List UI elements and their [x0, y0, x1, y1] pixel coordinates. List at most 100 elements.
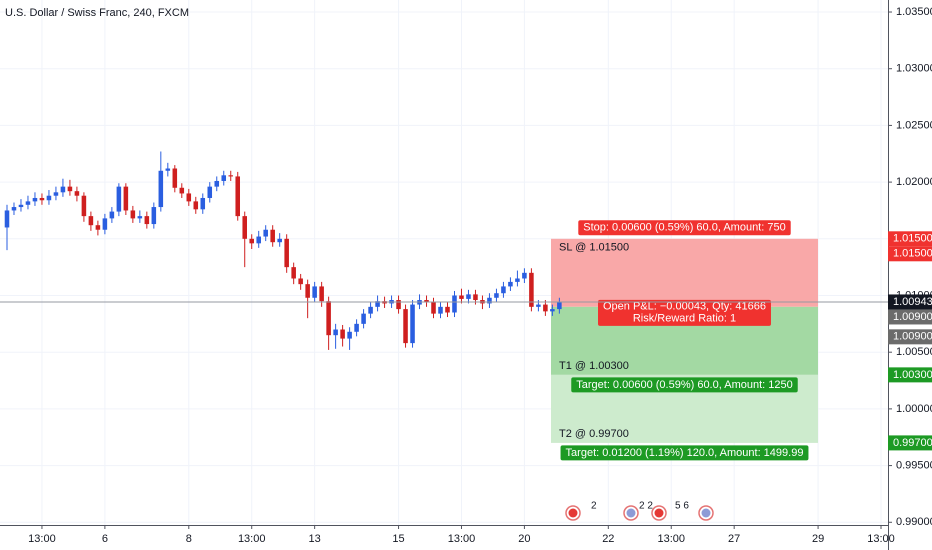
price-axis-label-bg [888, 435, 932, 451]
stop-label-bg [578, 220, 791, 236]
sl-label: SL @ 1.01500 [559, 242, 629, 254]
pnl-label-text: Open P&L: −0.00043, Qty: 41666 [603, 301, 766, 313]
current-price-label: 1.00943 [893, 296, 932, 308]
candle-body [60, 186, 66, 193]
candle-body [249, 238, 254, 244]
candle-body [179, 187, 185, 194]
candle-body [536, 304, 541, 307]
candle-body [410, 304, 415, 344]
candle-body [270, 229, 275, 243]
pnl-label-bg [598, 299, 771, 326]
candle-body [473, 294, 478, 301]
candle-body [18, 204, 24, 208]
price-axis-label-bg [888, 367, 932, 383]
candle-body [102, 218, 108, 230]
candle-body [172, 168, 178, 188]
target2-label-bg [560, 445, 809, 461]
candle-body [368, 306, 373, 314]
candle-body [165, 168, 171, 171]
price-axis-label-bg [888, 246, 932, 262]
candle-body [200, 197, 206, 210]
candle-body [11, 207, 17, 211]
candle-body [214, 180, 220, 187]
candle-body [312, 286, 317, 298]
candle-body [396, 300, 401, 310]
candle-body [333, 329, 338, 336]
x-tick-label: 27 [728, 533, 740, 545]
target1-label-bg [571, 377, 798, 393]
candle-body [543, 304, 548, 312]
candle-body [46, 195, 52, 201]
candle-body [39, 197, 45, 201]
candle-body [4, 210, 10, 228]
price-axis-label: 0.99700 [893, 437, 932, 449]
target1-label: Target: 0.00600 (0.59%) 60.0, Amount: 12… [571, 377, 798, 393]
x-tick-label: 29 [812, 533, 824, 545]
candle-body [340, 329, 345, 339]
pnl-label: Open P&L: −0.00043, Qty: 41666Risk/Rewar… [598, 299, 771, 326]
candle-body [431, 302, 436, 314]
stop-zone[interactable] [551, 238, 818, 307]
event-count: 2 [591, 501, 597, 512]
candle-body [452, 295, 457, 313]
candle-body [319, 286, 324, 302]
candle-body [81, 195, 87, 217]
t2-label: T2 @ 0.99700 [559, 428, 629, 440]
stop-label-text: Stop: 0.00600 (0.59%) 60.0, Amount: 750 [583, 222, 785, 234]
candle-body [242, 216, 247, 239]
candle-body [263, 229, 268, 237]
candle-body [32, 197, 38, 202]
candle-body [494, 293, 499, 298]
t1-label: T1 @ 1.00300 [559, 360, 629, 372]
candle-body [109, 211, 115, 219]
event-count: 2 2 [639, 501, 653, 512]
candle-body [529, 272, 534, 307]
candle-body [522, 272, 527, 279]
stop-label: Stop: 0.00600 (0.59%) 60.0, Amount: 750 [578, 220, 791, 236]
x-tick-label: 13:00 [238, 533, 266, 545]
candle-body [550, 309, 555, 312]
candle-body [424, 300, 429, 303]
y-tick-label: 1.00500 [896, 346, 932, 358]
target2-label-text: Target: 0.01200 (1.19%) 120.0, Amount: 1… [566, 447, 804, 459]
candles [4, 151, 562, 350]
candle-body [361, 313, 366, 324]
overlay: Stop: 0.00600 (0.59%) 60.0, Amount: 750 S… [0, 220, 888, 521]
y-tick-label: 0.99500 [896, 459, 932, 471]
candle-body [151, 207, 157, 225]
candle-body [515, 278, 520, 282]
candle-body [466, 294, 471, 299]
candle-body [347, 331, 352, 339]
x-tick-label: 6 [102, 533, 108, 545]
price-axis-label-bg [888, 309, 932, 325]
x-tick-label: 8 [186, 533, 192, 545]
candle-body [221, 175, 227, 181]
y-tick-label: 1.03500 [896, 6, 932, 18]
candle-body [354, 323, 359, 332]
candle-body [144, 216, 150, 225]
position-tool[interactable] [551, 238, 818, 443]
candle-body [235, 176, 241, 217]
price-axis-label: 1.01500 [893, 233, 932, 245]
candle-body [284, 238, 289, 268]
candle-body [445, 306, 450, 313]
target2-label: Target: 0.01200 (1.19%) 120.0, Amount: 1… [560, 445, 809, 461]
candle-body [501, 286, 506, 294]
price-axis-label-bg [888, 329, 932, 345]
candle-body [326, 301, 331, 336]
event-count: 5 6 [675, 501, 689, 512]
candle-body [67, 186, 73, 192]
event-flag [701, 508, 711, 518]
price-axis-label: 1.00900 [893, 331, 932, 343]
x-tick-label: 22 [602, 533, 614, 545]
candle-body [228, 175, 234, 177]
candle-body [158, 170, 164, 208]
candle-body [25, 201, 31, 205]
event-flag [626, 508, 636, 518]
y-tick-label: 1.02000 [896, 176, 932, 188]
y-tick-label: 1.02500 [896, 119, 932, 131]
candle-body [88, 216, 94, 226]
candle-body [305, 284, 310, 298]
candle-body [207, 186, 213, 198]
